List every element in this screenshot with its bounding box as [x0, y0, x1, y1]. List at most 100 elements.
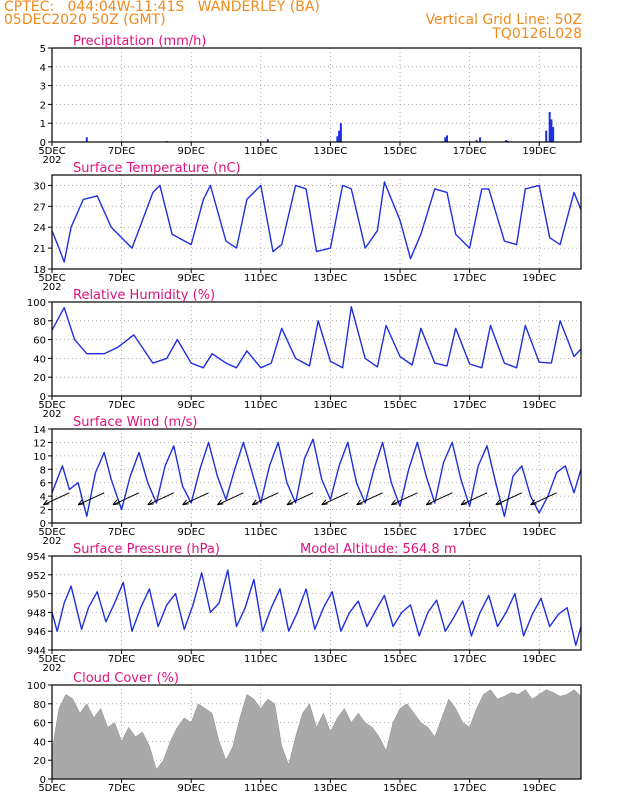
- x-tick-label: 5DEC: [38, 273, 65, 284]
- x-tick-label: 13DEC: [314, 527, 348, 538]
- panel-temperature: 18 21 24 27 30 5DEC 7DEC 9DEC 11DEC 13DEC 15DEC 17D…: [33, 161, 582, 293]
- x-tick-label: 7DEC: [108, 273, 135, 284]
- x-tick-label: 9DEC: [178, 273, 205, 284]
- x-year-fragment: 202: [42, 282, 61, 293]
- y-tick-label: 100: [27, 681, 46, 692]
- wind-arrow: [426, 492, 453, 506]
- panel-humidity: 0 20 40 60 80 100 5DEC 7DEC 9DEC 11DEC 13DEC 15DEC 1…: [27, 288, 582, 420]
- wind-arrow-head: [286, 499, 294, 506]
- model-altitude-label: Model Altitude: 564.8 m: [300, 542, 457, 557]
- x-tick-label: 5DEC: [38, 654, 65, 665]
- wind-arrow-head: [391, 499, 398, 506]
- header-grid-note: Vertical Grid Line: 50Z: [425, 12, 582, 28]
- y-tick-label: 954: [27, 552, 46, 563]
- panel-pressure: 944 946 948 950 952 954 5DEC 7DEC 9DEC 11DEC 13DEC…: [27, 542, 582, 674]
- panel-frame: [51, 174, 582, 270]
- precip-bar: [336, 136, 339, 142]
- x-tick-label: 17DEC: [453, 146, 487, 157]
- x-year-fragment: 202: [42, 155, 61, 166]
- x-tick-label: 15DEC: [383, 400, 417, 411]
- wind-arrow-head: [43, 499, 50, 506]
- wind-arrow: [460, 492, 488, 506]
- precip-bar: [550, 119, 553, 142]
- x-tick-label: 11DEC: [244, 527, 278, 538]
- x-year-fragment: 202: [42, 663, 61, 674]
- y-tick-label: 2: [40, 100, 46, 111]
- y-tick-label: 0: [40, 775, 46, 786]
- y-tick-label: 80: [33, 700, 46, 711]
- y-tick-label: 27: [33, 202, 46, 213]
- panel-frame: [51, 555, 582, 651]
- y-tick-label: 3: [40, 82, 46, 93]
- y-tick-label: 100: [27, 298, 46, 309]
- x-tick-label: 5DEC: [38, 400, 65, 411]
- y-tick-label: 8: [40, 465, 46, 476]
- x-tick-label: 17DEC: [453, 783, 487, 794]
- panel-title: Relative Humidity (%): [73, 288, 215, 303]
- wind-arrow: [286, 492, 314, 506]
- x-tick-label: 5DEC: [38, 146, 65, 157]
- panel-frame: [51, 301, 582, 397]
- header-station: CPTEC: 044:04W-11:41S WANDERLEY (BA): [4, 0, 320, 15]
- precip-bar: [446, 135, 449, 142]
- panel-title: Surface Pressure (hPa): [73, 542, 220, 557]
- x-tick-label: 17DEC: [453, 400, 487, 411]
- x-tick-label: 19DEC: [522, 654, 556, 665]
- x-tick-label: 11DEC: [244, 400, 278, 411]
- y-tick-label: 4: [40, 63, 46, 74]
- panel-frame: [51, 428, 582, 524]
- y-tick-label: 5: [40, 44, 46, 55]
- precip-bar: [338, 130, 341, 142]
- y-tick-label: 12: [33, 438, 46, 449]
- precip-bar: [475, 140, 478, 142]
- y-tick-label: 18: [33, 265, 46, 276]
- x-tick-label: 9DEC: [178, 146, 205, 157]
- y-tick-label: 6: [40, 479, 46, 490]
- x-tick-label: 13DEC: [314, 783, 348, 794]
- panel-frame: [51, 47, 582, 143]
- y-tick-label: 944: [27, 646, 46, 657]
- x-tick-label: 7DEC: [108, 654, 135, 665]
- wind-arrow: [43, 492, 70, 506]
- wind-arrow-head: [217, 499, 224, 506]
- panel-cloud: 0 20 40 60 80 100 5DEC 7DEC 9DEC 11DEC 13DEC 15DEC 1…: [27, 671, 582, 794]
- precip-bar: [548, 111, 551, 142]
- x-year-fragment: 202: [42, 536, 61, 547]
- panel-title: Cloud Cover (%): [73, 671, 179, 686]
- x-tick-label: 13DEC: [314, 654, 348, 665]
- x-tick-label: 19DEC: [522, 783, 556, 794]
- y-tick-label: 952: [27, 571, 46, 582]
- precip-bar: [505, 140, 508, 142]
- series-line-temperature: [51, 181, 582, 263]
- series-line-pressure: [51, 569, 582, 646]
- panel-wind: 0 2 4 6 8 10 12 14 5DEC 7DEC 9DEC 11DEC 13DEC 15DEC 17…: [33, 415, 582, 547]
- x-tick-label: 11DEC: [244, 273, 278, 284]
- x-tick-label: 11DEC: [244, 146, 278, 157]
- y-tick-label: 10: [33, 452, 46, 463]
- wind-arrow-head: [182, 499, 189, 506]
- y-tick-label: 0: [40, 138, 46, 149]
- x-tick-label: 15DEC: [383, 654, 417, 665]
- wind-arrow: [356, 492, 383, 506]
- y-tick-label: 14: [33, 425, 46, 436]
- y-tick-label: 60: [33, 719, 46, 730]
- x-tick-label: 15DEC: [383, 146, 417, 157]
- x-tick-label: 17DEC: [453, 527, 487, 538]
- precip-bar: [266, 139, 269, 142]
- x-tick-label: 15DEC: [383, 273, 417, 284]
- x-tick-label: 7DEC: [108, 146, 135, 157]
- y-tick-label: 40: [33, 737, 46, 748]
- x-tick-label: 9DEC: [178, 527, 205, 538]
- x-tick-label: 19DEC: [522, 146, 556, 157]
- x-tick-label: 19DEC: [522, 400, 556, 411]
- y-tick-label: 950: [27, 590, 46, 601]
- panel-frame: [51, 684, 582, 780]
- y-tick-label: 2: [40, 506, 46, 517]
- y-tick-label: 20: [33, 756, 46, 767]
- wind-arrow-head: [356, 499, 363, 506]
- y-tick-label: 60: [33, 336, 46, 347]
- precip-bar: [545, 130, 548, 142]
- cloud-area: [51, 689, 582, 780]
- x-tick-label: 11DEC: [244, 654, 278, 665]
- x-tick-label: 13DEC: [314, 400, 348, 411]
